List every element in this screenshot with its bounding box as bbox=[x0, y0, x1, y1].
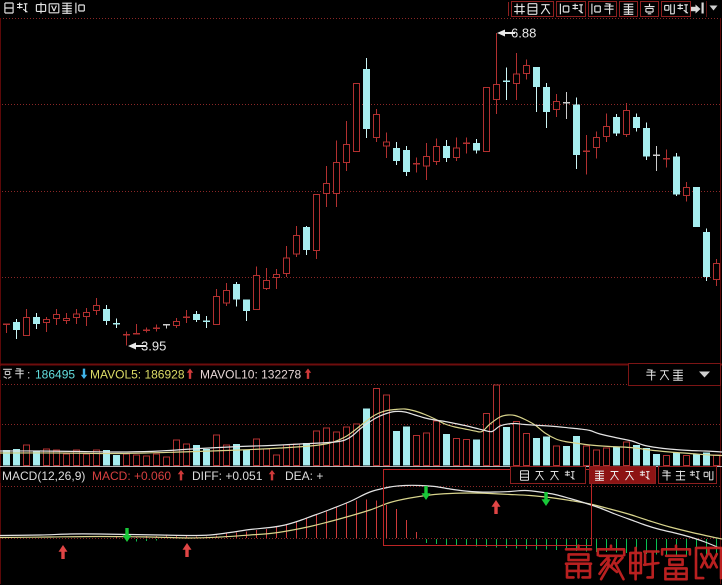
svg-text:MACD(12,26,9): MACD(12,26,9) bbox=[2, 469, 85, 483]
svg-text:3.95: 3.95 bbox=[141, 339, 166, 354]
svg-text:MACD: +0.060: MACD: +0.060 bbox=[92, 469, 171, 483]
svg-text::: : bbox=[27, 368, 30, 382]
svg-text:MAVOL5: 186928: MAVOL5: 186928 bbox=[90, 368, 185, 382]
svg-text:DIFF: +0.051: DIFF: +0.051 bbox=[192, 469, 263, 483]
svg-text:MAVOL10: 132278: MAVOL10: 132278 bbox=[200, 368, 302, 382]
svg-text:186495: 186495 bbox=[35, 368, 75, 382]
svg-text:6.88: 6.88 bbox=[511, 26, 536, 41]
svg-text:DEA: +: DEA: + bbox=[285, 469, 323, 483]
